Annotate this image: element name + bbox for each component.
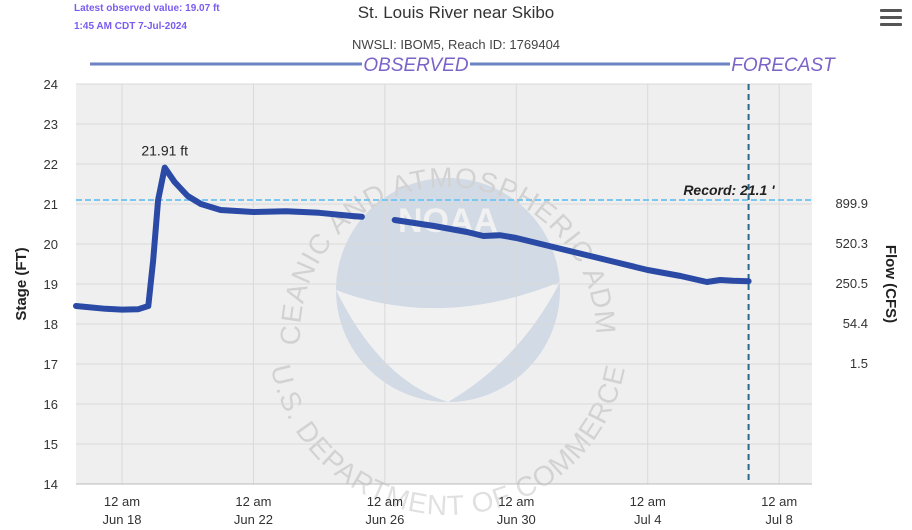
latest-observed-time: 1:45 AM CDT 7-Jul-2024 (74, 21, 187, 32)
watermark-gull (336, 282, 560, 402)
y-tick-label: 16 (44, 397, 58, 412)
flow-tick-label: 1.5 (850, 356, 868, 371)
y-tick-label: 18 (44, 317, 58, 332)
x-tick-label-date: Jul 8 (765, 512, 792, 527)
x-tick-label-date: Jul 4 (634, 512, 661, 527)
flow-tick-label: 54.4 (843, 316, 868, 331)
flow-tick-label: 250.5 (835, 276, 868, 291)
chart-subtitle: NWSLI: IBOM5, Reach ID: 1769404 (351, 37, 561, 52)
x-tick-label-time: 12 am (367, 494, 403, 509)
record-label: Record: 21.1 ' (683, 182, 775, 198)
y-tick-label: 23 (44, 117, 58, 132)
y-tick-label: 15 (44, 437, 58, 452)
y-tick-label: 21 (44, 197, 58, 212)
chart-title: St. Louis River near Skibo (357, 3, 555, 22)
y-tick-label: 19 (44, 277, 58, 292)
x-tick-label-date: Jun 18 (102, 512, 141, 527)
latest-observed-value: Latest observed value: 19.07 ft (74, 3, 220, 14)
x-tick-label-date: Jun 26 (365, 512, 404, 527)
x-tick-label-time: 12 am (235, 494, 271, 509)
flow-tick-label: 520.3 (835, 236, 868, 251)
hamburger-menu-icon[interactable] (880, 9, 902, 27)
x-tick-label-date: Jun 30 (497, 512, 536, 527)
x-tick-label-time: 12 am (498, 494, 534, 509)
y-tick-label: 22 (44, 157, 58, 172)
flow-tick-label: 899.9 (835, 196, 868, 211)
stage-series-line (73, 164, 752, 313)
y-tick-label: 14 (44, 477, 58, 492)
x-tick-label-date: Jun 22 (234, 512, 273, 527)
y-tick-label: 24 (44, 77, 58, 92)
y-tick-label: 17 (44, 357, 58, 372)
forecast-label: FORECAST (731, 55, 836, 76)
x-tick-label-time: 12 am (104, 494, 140, 509)
y-tick-label: 20 (44, 237, 58, 252)
y-axis-title: Stage (FT) (13, 247, 30, 320)
peak-label: 21.91 ft (141, 143, 188, 159)
right-axis-title: Flow (CFS) (882, 245, 899, 323)
x-tick-label-time: 12 am (630, 494, 666, 509)
observed-label: OBSERVED (363, 55, 469, 76)
x-tick-label-time: 12 am (761, 494, 797, 509)
